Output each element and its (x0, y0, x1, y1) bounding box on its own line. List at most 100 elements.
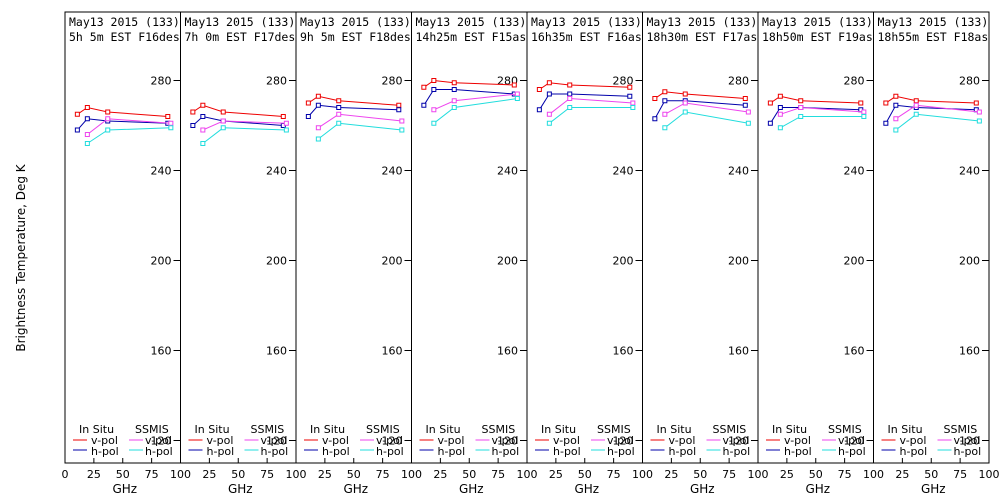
series-line-ssmis_h-7 (780, 116, 864, 129)
data-point-insitu_h-7-2 (777, 105, 783, 110)
y-tick-label-1-280: 280 (151, 75, 172, 88)
x-axis-title-2: GHz (228, 482, 253, 496)
series-line-insitu_v-6 (654, 91, 746, 99)
y-tick-label-5-240: 240 (613, 165, 634, 178)
y-tick-label-4-120: 120 (497, 435, 518, 448)
x-tick-label-8-100: 100 (979, 468, 1000, 481)
panel-title-date-2: May13 2015 (133) (185, 15, 296, 29)
legend-ssmis-heading-4: SSMIS (482, 423, 516, 436)
y-tick-label-1-120: 120 (151, 435, 172, 448)
legend-insitu-heading-7: In Situ (772, 423, 807, 436)
data-point-ssmis_h-7-3 (861, 114, 867, 119)
data-point-ssmis_h-1-3 (168, 125, 174, 131)
y-tick-label-7-280: 280 (844, 75, 865, 88)
data-point-ssmis_v-3-3 (399, 118, 405, 124)
data-point-insitu_h-7-1 (767, 120, 773, 126)
data-point-insitu_h-3-4 (396, 107, 402, 113)
x-tick-label-4-75: 75 (491, 468, 505, 481)
data-point-insitu_v-8-4 (973, 100, 979, 106)
data-point-insitu_v-7-4 (858, 100, 864, 106)
data-point-ssmis_v-2-2 (220, 118, 226, 124)
series-line-insitu_h-2 (192, 115, 284, 126)
series-line-insitu_v-8 (885, 95, 977, 104)
series-line-insitu_v-1 (77, 106, 168, 117)
panel-title-time-3: 9h 5m EST F18des (300, 30, 411, 44)
data-point-insitu_v-4-2 (431, 78, 437, 83)
data-point-ssmis_v-5-2 (567, 96, 573, 101)
y-tick-label-4-240: 240 (497, 165, 518, 178)
panel-title-time-5: 16h35m EST F16asc (531, 30, 649, 44)
x-tick-label-6-25: 25 (664, 468, 678, 481)
legend-insitu-heading-5: In Situ (541, 423, 576, 436)
panel-title-time-6: 18h30m EST F17asc (647, 30, 765, 44)
data-point-ssmis_h-8-1 (893, 127, 899, 133)
data-point-insitu_h-5-4 (627, 93, 633, 99)
data-point-ssmis_h-5-2 (567, 105, 573, 110)
series-line-ssmis_v-5 (548, 97, 633, 115)
data-point-ssmis_h-6-3 (745, 120, 751, 126)
y-tick-label-6-120: 120 (728, 435, 749, 448)
series-line-ssmis_h-8 (895, 113, 980, 131)
data-point-ssmis_v-1-1 (84, 132, 90, 137)
series-line-insitu_h-6 (654, 100, 746, 120)
data-point-insitu_h-2-1 (190, 123, 196, 128)
legend-label-insitu-h-4: h-pol (438, 445, 466, 458)
legend-label-insitu-v-2: v-pol (207, 434, 234, 447)
legend-insitu-heading-8: In Situ (888, 423, 923, 436)
legend-label-ssmis-v-3: v-pol (376, 434, 403, 447)
data-point-insitu_h-5-2 (546, 91, 552, 97)
data-point-insitu_v-8-1 (883, 100, 889, 106)
data-point-ssmis_v-3-2 (336, 111, 342, 117)
data-point-insitu_v-8-2 (893, 93, 899, 99)
x-tick-label-5-100: 100 (632, 468, 653, 481)
legend-label-ssmis-v-8: v-pol (954, 434, 981, 447)
data-point-ssmis_h-6-1 (662, 125, 668, 131)
legend-label-insitu-v-4: v-pol (438, 434, 465, 447)
legend-label-insitu-h-7: h-pol (784, 445, 812, 458)
legend-ssmis-heading-1: SSMIS (135, 423, 169, 436)
legend-label-ssmis-v-7: v-pol (838, 434, 865, 447)
legend-insitu-heading-6: In Situ (657, 423, 692, 436)
data-point-insitu_v-1-3 (105, 109, 111, 115)
x-axis-title-3: GHz (343, 482, 368, 496)
y-tick-label-7-240: 240 (844, 165, 865, 178)
data-point-insitu_v-2-1 (190, 109, 196, 115)
data-point-insitu_v-7-3 (798, 98, 804, 104)
y-tick-label-3-280: 280 (382, 75, 403, 88)
series-line-insitu_v-3 (308, 95, 399, 106)
series-line-insitu_h-4 (423, 89, 515, 106)
legend-label-insitu-v-1: v-pol (91, 434, 118, 447)
data-point-insitu_v-5-1 (536, 87, 542, 92)
x-axis-title-6: GHz (690, 482, 715, 496)
x-tick-label-5-25: 25 (549, 468, 563, 481)
legend-label-ssmis-h-7: h-pol (838, 445, 866, 458)
data-point-ssmis_h-2-3 (283, 127, 289, 133)
data-point-ssmis_v-5-1 (546, 111, 552, 117)
y-tick-label-7-160: 160 (844, 345, 865, 358)
legend-label-insitu-v-6: v-pol (669, 434, 696, 447)
data-point-ssmis_v-7-1 (777, 111, 783, 117)
series-line-ssmis_h-4 (433, 98, 518, 124)
x-tick-label-2-100: 100 (286, 468, 307, 481)
legend-ssmis-heading-6: SSMIS (713, 423, 747, 436)
legend-label-ssmis-v-1: v-pol (145, 434, 172, 447)
data-point-insitu_v-1-4 (165, 114, 171, 119)
legend-label-insitu-h-1: h-pol (91, 445, 119, 458)
y-tick-label-2-160: 160 (266, 345, 287, 358)
legend-insitu-heading-1: In Situ (79, 423, 114, 436)
data-point-insitu_v-6-3 (682, 91, 688, 97)
data-point-ssmis_h-1-1 (84, 141, 90, 146)
data-point-insitu_v-2-4 (280, 114, 286, 119)
x-tick-label-8-75: 75 (953, 468, 967, 481)
legend-label-ssmis-h-6: h-pol (723, 445, 751, 458)
x-axis-title-7: GHz (805, 482, 830, 496)
y-tick-label-5-200: 200 (613, 255, 634, 268)
series-line-insitu_v-5 (539, 82, 630, 90)
x-axis-title-5: GHz (574, 482, 599, 496)
x-tick-label-2-75: 75 (260, 468, 274, 481)
series-line-insitu_h-1 (77, 118, 168, 131)
series-line-insitu_v-4 (423, 79, 515, 88)
data-point-ssmis_v-4-2 (451, 98, 457, 104)
data-point-ssmis_h-5-3 (630, 105, 636, 110)
legend-label-ssmis-h-8: h-pol (954, 445, 982, 458)
